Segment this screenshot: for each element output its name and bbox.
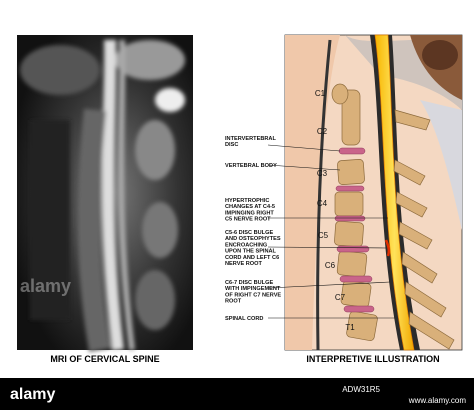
annotation-line: ROOT <box>225 299 242 305</box>
vertebra-label: C5 <box>318 231 329 240</box>
vertebra-label: C3 <box>317 169 328 178</box>
annotation: SPINAL CORD <box>225 316 263 322</box>
annotation-line: DISC <box>225 142 238 148</box>
annotation-line: CHANGES AT C4-5 <box>225 204 275 210</box>
annotation: HYPERTROPHIC CHANGES AT C4-5 IMPINGING RIG… <box>225 198 275 223</box>
annotation-line: WITH IMPINGEMENT <box>225 286 281 292</box>
illustration-caption: INTERPRETIVE ILLUSTRATION <box>306 354 439 364</box>
annotation-line: VERTEBRAL BODY <box>225 163 277 169</box>
annotation: C5-6 DISC BULGE AND OSTEOPHYTES ENCROACHIN… <box>225 230 281 267</box>
annotation-line: CORD AND LEFT C6 <box>225 255 279 261</box>
annotation: INTERVERTEBRAL DISC <box>225 136 276 148</box>
vertebra-label: C4 <box>317 199 328 208</box>
watermark-url: www.alamy.com <box>408 396 467 405</box>
mri-caption: MRI OF CERVICAL SPINE <box>50 354 159 364</box>
annotation-line: ENCROACHING <box>225 242 267 248</box>
vertebra-label: C6 <box>325 261 336 270</box>
annotation: VERTEBRAL BODY <box>225 163 277 169</box>
watermark-overlay: alamy <box>20 276 71 296</box>
mri-image: alamy <box>17 35 193 352</box>
watermark-bar <box>0 378 474 410</box>
annotation-line: AND OSTEOPHYTES <box>225 236 281 242</box>
annotation-line: INTERVERTEBRAL <box>225 136 276 142</box>
annotation-line: C5-6 DISC BULGE <box>225 230 273 236</box>
image-id: ADW31R5 <box>342 385 380 394</box>
vertebra-label: T1 <box>345 323 355 332</box>
watermark-brand: alamy <box>10 386 55 403</box>
annotation-line: IMPINGING RIGHT <box>225 210 274 216</box>
annotation-line: NERVE ROOT <box>225 261 262 267</box>
annotation-line: C5 NERVE ROOT <box>225 217 271 223</box>
annotation-line: HYPERTROPHIC <box>225 198 269 204</box>
annotation-line: C6-7 DISC BULGE <box>225 280 273 286</box>
vertebra-label: C7 <box>335 293 346 302</box>
spine-illustration <box>267 34 463 351</box>
annotation-line: OF RIGHT C7 NERVE <box>225 292 281 298</box>
annotation-line: SPINAL CORD <box>225 316 263 322</box>
vertebra-label: C2 <box>317 127 328 136</box>
leader-lines <box>267 144 395 319</box>
vertebra-label: C1 <box>315 89 326 98</box>
annotation: C6-7 DISC BULGE WITH IMPINGEMENT OF RIGHT … <box>225 280 281 305</box>
annotation-line: UPON THE SPINAL <box>225 249 277 255</box>
